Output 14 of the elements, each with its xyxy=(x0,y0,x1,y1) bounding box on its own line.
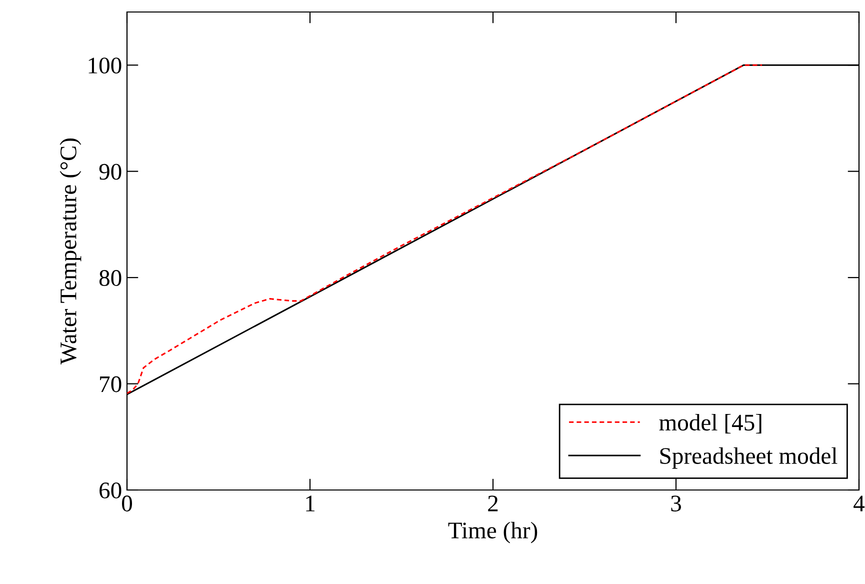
x-tick-label: 4 xyxy=(854,496,865,512)
x-tick-label: 2 xyxy=(488,496,498,512)
y-tick-label: 100 xyxy=(88,58,122,74)
x-tick-label: 1 xyxy=(306,496,314,512)
y-axis-title: Water Temperature (°C) xyxy=(60,138,82,364)
legend-label: Spreadsheet model xyxy=(660,447,838,469)
y-tick-label: 70 xyxy=(100,376,122,392)
y-tick-label: 90 xyxy=(99,164,122,180)
y-tick-label: 60 xyxy=(100,482,122,498)
x-tick-label: 0 xyxy=(122,496,132,512)
legend-label: model [45] xyxy=(659,414,762,434)
y-tick-label: 80 xyxy=(99,270,122,286)
x-tick-label: 3 xyxy=(671,496,681,512)
x-axis-title: Time (hr) xyxy=(448,522,538,544)
